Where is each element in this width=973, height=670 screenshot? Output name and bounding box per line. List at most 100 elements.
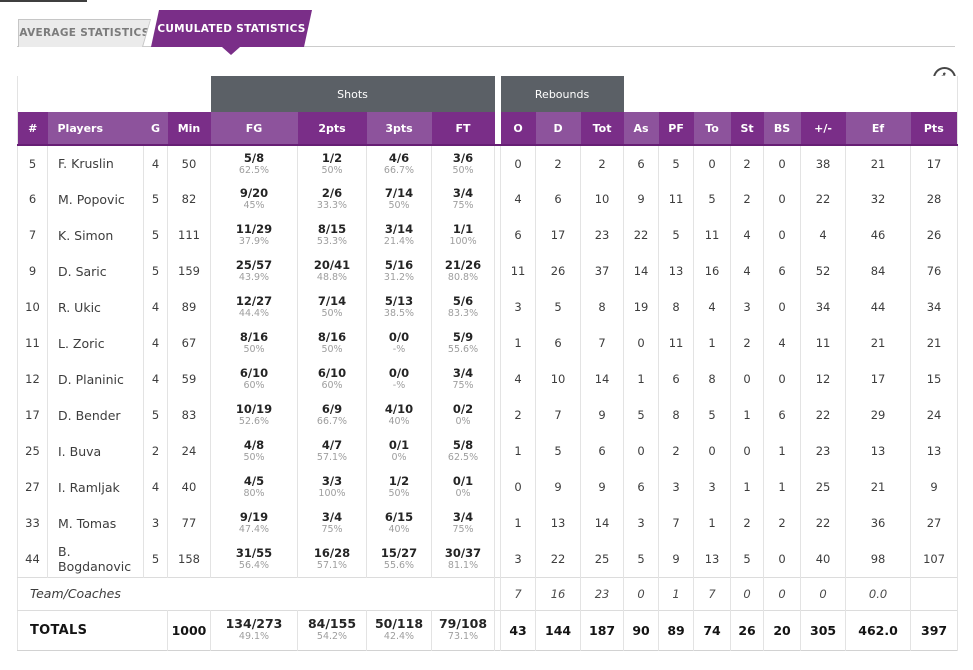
shot-percentage: -% — [392, 344, 406, 355]
cell-st: 26 — [730, 609, 765, 650]
shot-percentage: 75% — [452, 524, 474, 535]
cell-pf: 13 — [658, 253, 695, 289]
cell-pf: 6 — [658, 361, 695, 397]
shot-percentage: 42.4% — [383, 631, 415, 642]
cell-num: 27 — [17, 469, 48, 505]
shot-made-attempted: 7/14 — [317, 294, 347, 308]
shot-made-attempted: 6/10 — [317, 366, 347, 380]
group-header-shots: Shots — [210, 76, 495, 112]
cell-reb_tot: 25 — [580, 541, 625, 577]
cell-ft: 30/37 81.1% — [431, 541, 496, 577]
cell-reb_o: 0 — [500, 145, 537, 181]
shot-percentage: 75% — [452, 380, 474, 391]
cell-fg: 8/16 50% — [210, 325, 298, 361]
cell-num: 6 — [17, 181, 48, 217]
column-header-name: Players — [47, 112, 144, 146]
cell-bs: 20 — [763, 609, 802, 650]
shot-made-attempted: 2/6 — [321, 186, 343, 200]
column-header-to: To — [693, 112, 731, 146]
cell-bs: 0 — [763, 576, 802, 610]
shot-percentage: 60% — [321, 380, 343, 391]
shot-percentage: 53.3% — [316, 236, 348, 247]
cell-as: 6 — [623, 469, 660, 505]
cell-pts — [910, 576, 959, 610]
cell-gap — [494, 145, 502, 181]
shot-percentage: 54.2% — [316, 631, 348, 642]
cell-pts: 397 — [910, 609, 959, 650]
cell-as: 6 — [623, 145, 660, 181]
cell-ft: 21/26 80.8% — [431, 253, 496, 289]
cell-gap — [494, 469, 502, 505]
cell-pts2: 20/41 48.8% — [297, 253, 367, 289]
cell-name: F. Kruslin — [47, 145, 144, 181]
cell-to: 7 — [693, 576, 732, 610]
cell-as: 0 — [623, 576, 660, 610]
cell-to: 5 — [693, 397, 732, 433]
cell-bs: 1 — [763, 433, 802, 469]
cell-plus_minus: 11 — [800, 325, 847, 361]
cell-fg: 9/20 45% — [210, 181, 298, 217]
shot-percentage: 80% — [243, 488, 265, 499]
column-header-plus_minus: +/- — [800, 112, 846, 146]
shot-percentage: 57.1% — [316, 452, 348, 463]
cell-reb_o: 1 — [500, 325, 537, 361]
cell-min: 77 — [167, 505, 211, 541]
cell-pf: 5 — [658, 217, 695, 253]
shot-made-attempted: 4/6 — [388, 150, 410, 165]
cell-to: 5 — [693, 181, 732, 217]
tab-average-statistics[interactable]: AVERAGE STATISTICS — [18, 19, 151, 47]
shot-percentage: 80.8% — [447, 272, 479, 283]
cell-reb_tot: 14 — [580, 361, 625, 397]
shot-made-attempted: 8/15 — [317, 222, 347, 236]
cell-to: 4 — [693, 289, 732, 325]
cell-pts2: 3/4 75% — [297, 505, 367, 541]
cell-ft: 5/9 55.6% — [431, 325, 496, 361]
cell-name: I. Ramljak — [47, 469, 144, 505]
cell-pf: 11 — [658, 181, 695, 217]
cell-to: 1 — [693, 505, 732, 541]
shot-made-attempted: 31/55 — [235, 545, 273, 560]
player-row: 11 L. Zoric 4 67 8/16 50% 8/16 50% 0/0 -% 5/9 55.6%… — [17, 325, 959, 361]
cell-to: 0 — [693, 145, 732, 181]
cell-plus_minus: 40 — [800, 541, 847, 577]
cell-reb_o: 3 — [500, 541, 537, 577]
cell-pts2: 16/28 57.1% — [297, 541, 367, 577]
shot-made-attempted: 1/2 — [388, 474, 410, 488]
cell-min: 89 — [167, 289, 211, 325]
column-header-reb_o: O — [500, 112, 536, 146]
cell-gap — [494, 325, 502, 361]
cell-pts3: 0/0 -% — [366, 325, 432, 361]
cell-reb_o: 7 — [500, 576, 537, 610]
cell-g: 4 — [143, 145, 168, 181]
cell-fg: 25/57 43.9% — [210, 253, 298, 289]
shot-percentage: 44.4% — [238, 308, 270, 319]
cell-num: 10 — [17, 289, 48, 325]
cell-as: 9 — [623, 181, 660, 217]
cell-as: 0 — [623, 325, 660, 361]
cell-to: 1 — [693, 325, 732, 361]
shot-percentage: 50% — [243, 344, 265, 355]
cell-num: 44 — [17, 541, 48, 577]
shot-made-attempted: 5/13 — [384, 294, 414, 308]
player-row: 12 D. Planinic 4 59 6/10 60% 6/10 60% 0/0 -% 3/4 75… — [17, 361, 959, 397]
shot-percentage: 0% — [391, 452, 407, 463]
shot-made-attempted: 15/27 — [380, 545, 418, 560]
cell-fg: 11/29 37.9% — [210, 217, 298, 253]
shot-made-attempted: 3/3 — [321, 474, 343, 488]
cell-reb_d: 5 — [535, 433, 582, 469]
cell-pf: 11 — [658, 325, 695, 361]
cell-g: 4 — [143, 289, 168, 325]
cell-ef: 46 — [845, 217, 912, 253]
cell-pts3: 6/15 40% — [366, 505, 432, 541]
shot-percentage: 45% — [243, 200, 265, 211]
tab-cumulated-statistics[interactable]: CUMULATED STATISTICS — [151, 10, 312, 47]
column-header-g: G — [143, 112, 168, 146]
shot-percentage: -% — [392, 380, 406, 391]
shot-made-attempted: 0/2 — [452, 402, 474, 416]
cell-pts2: 4/7 57.1% — [297, 433, 367, 469]
player-row: 44 B. Bogdanovic 5 158 31/55 56.4% 16/28 57.1% 1… — [17, 541, 959, 577]
cell-num: 11 — [17, 325, 48, 361]
cell-to: 13 — [693, 541, 732, 577]
cell-g: 4 — [143, 361, 168, 397]
shot-made-attempted: 4/7 — [321, 438, 343, 452]
